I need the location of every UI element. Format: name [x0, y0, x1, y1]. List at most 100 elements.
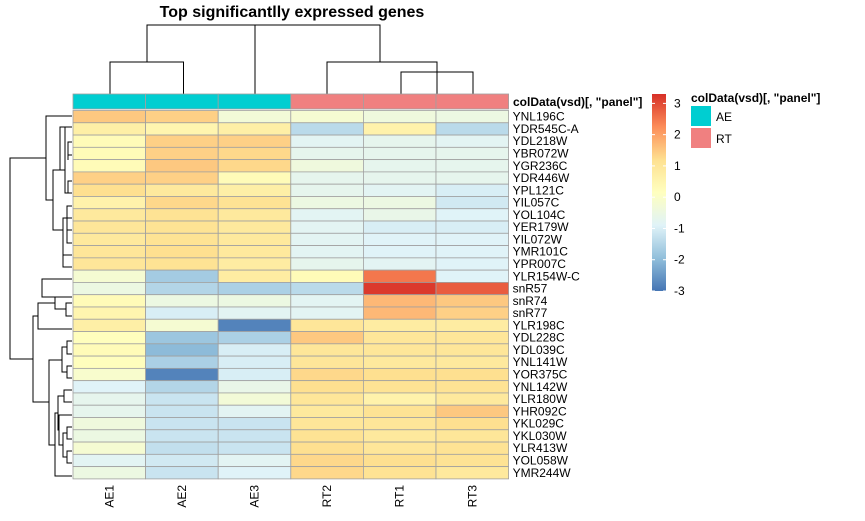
heatmap-cell: [145, 183, 219, 197]
heatmap-cell: [72, 466, 146, 480]
heatmap-cell: [362, 159, 437, 173]
heatmap-cell: [290, 122, 364, 136]
heatmap-cell: [145, 294, 219, 308]
heatmap-cell: [72, 122, 146, 136]
heatmap-cell: [290, 282, 364, 296]
heatmap-cell: [217, 417, 292, 431]
row-dendrogram: [9, 115, 72, 477]
color-scale-tick-label: 2: [674, 128, 681, 142]
row-label: snR57: [513, 282, 548, 296]
column-labels: AE1 AE2 AE3 RT2 RT1 RT3: [102, 485, 479, 508]
annotation-cell: [217, 93, 292, 110]
heatmap-cell: [217, 429, 292, 443]
annotation-cell: [362, 93, 437, 110]
heatmap-cell: [435, 257, 509, 271]
heatmap-cell: [290, 367, 364, 382]
row-labels: YNL196CYDR545C-AYDL218WYBR072WYGR236CYDR…: [513, 110, 580, 480]
heatmap-cell: [290, 245, 364, 259]
heatmap-cell: [362, 453, 437, 468]
heatmap-cell: [217, 232, 292, 246]
heatmap-cell: [72, 417, 146, 431]
heatmap-cell: [290, 417, 364, 431]
heatmap-cell: [72, 306, 146, 320]
row-label: YER179W: [513, 220, 570, 234]
row-label: YBR072W: [513, 146, 570, 160]
heatmap-cell: [290, 294, 364, 308]
heatmap-cell: [72, 294, 146, 308]
heatmap-cell: [217, 171, 292, 185]
heatmap-cell: [290, 380, 364, 394]
heatmap-cell: [362, 257, 437, 271]
color-scale-ticks: 3 2 1 0 -1 -2 -3: [652, 96, 685, 298]
heatmap-cell: [72, 367, 146, 382]
heatmap-cell: [362, 331, 437, 345]
row-label: YNL141W: [513, 355, 568, 369]
heatmap-cell: [362, 318, 437, 332]
heatmap-cell: [435, 146, 509, 161]
color-scale-tick-label: -2: [674, 253, 685, 267]
heatmap-cell: [362, 232, 437, 246]
heatmap-cell: [217, 220, 292, 234]
row-label: YGR236C: [513, 159, 568, 173]
row-label: snR74: [513, 294, 548, 308]
heatmap-cell: [72, 331, 146, 345]
heatmap-cell: [290, 196, 364, 210]
heatmap-cell: [435, 331, 509, 345]
row-label: YNL142W: [513, 380, 568, 394]
heatmap-cell: [145, 269, 219, 283]
heatmap-cell: [145, 355, 219, 369]
heatmap-cell: [362, 171, 437, 185]
heatmap-cell: [290, 269, 364, 283]
row-label: YLR413W: [513, 441, 568, 455]
heatmap-cell: [217, 134, 292, 148]
heatmap-cell: [145, 208, 219, 222]
column-label: RT1: [393, 485, 407, 508]
row-label: YIL057C: [513, 196, 560, 210]
heatmap-cell: [362, 392, 437, 406]
heatmap-cell: [435, 466, 509, 480]
heatmap-cell: [145, 392, 219, 406]
heatmap-cell: [72, 183, 146, 197]
heatmap-cell: [435, 232, 509, 246]
heatmap-cell: [362, 417, 437, 431]
row-label: YKL030W: [513, 429, 568, 443]
heatmap-cell: [290, 208, 364, 222]
heatmap-cell: [145, 343, 219, 357]
heatmap-cell: [290, 220, 364, 234]
column-label: RT2: [320, 485, 334, 508]
heatmap-cell: [290, 429, 364, 443]
heatmap-cell: [145, 171, 219, 185]
heatmap-cell: [145, 367, 219, 382]
heatmap-cell: [290, 453, 364, 468]
heatmap-cell: [435, 159, 509, 173]
heatmap-cell: [362, 245, 437, 259]
heatmap-cell: [217, 466, 292, 480]
heatmap-cell: [217, 343, 292, 357]
heatmap-cell: [217, 331, 292, 345]
heatmap-cell: [72, 134, 146, 148]
heatmap-cell: [290, 318, 364, 332]
heatmap-cell: [72, 441, 146, 455]
heatmap-cell: [362, 380, 437, 394]
heatmap-cell: [145, 245, 219, 259]
heatmap-cell: [145, 380, 219, 394]
heatmap-cell: [72, 392, 146, 406]
heatmap-cell: [435, 220, 509, 234]
heatmap-cell: [290, 183, 364, 197]
heatmap-cell: [362, 208, 437, 222]
heatmap-cell: [145, 110, 219, 124]
heatmap-cell: [72, 404, 146, 418]
heatmap-cell: [435, 245, 509, 259]
heatmap-cell: [145, 122, 219, 136]
heatmap-cell: [435, 417, 509, 431]
color-scale-tick-label: -1: [674, 221, 685, 235]
color-scale-legend: 3 2 1 0 -1 -2 -3: [652, 94, 685, 298]
heatmap-cell: [290, 171, 364, 185]
row-label: YDL228C: [513, 331, 565, 345]
heatmap-cell: [72, 257, 146, 271]
annotation-cell: [435, 93, 509, 110]
heatmap-cell: [435, 269, 509, 283]
row-label: YOR375C: [513, 368, 568, 382]
color-scale-tick-label: 1: [674, 159, 681, 173]
